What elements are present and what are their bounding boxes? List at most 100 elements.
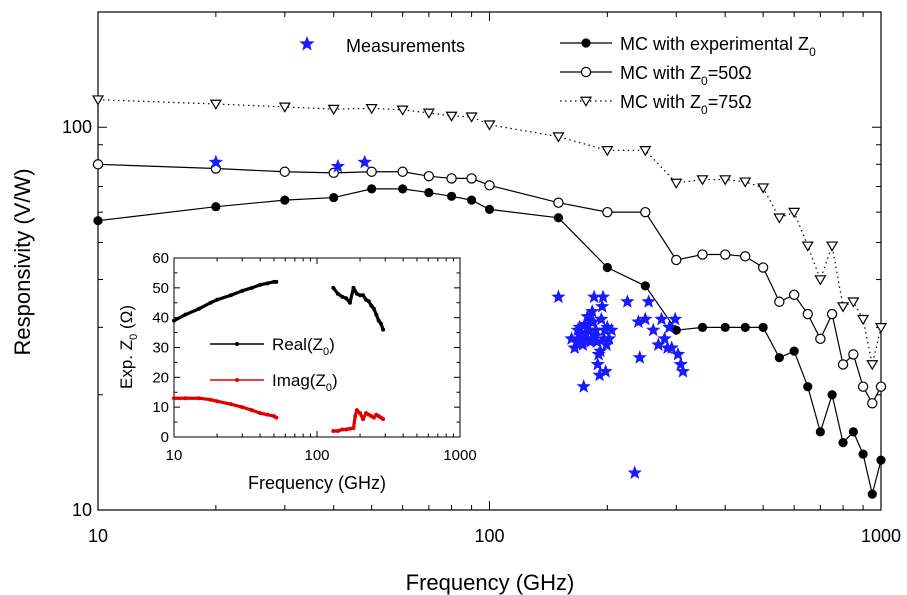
- inset-point-real-z0: [172, 318, 176, 323]
- data-point-mc-with-z0-50: [553, 197, 564, 208]
- y-tick-label: 100: [62, 117, 92, 137]
- data-point-measurements: [595, 299, 610, 313]
- inset-point-real-z0: [274, 279, 279, 284]
- data-point-measurements: [592, 367, 607, 382]
- inset-point-imag-z0: [240, 405, 245, 410]
- inset-point-imag-z0: [371, 415, 376, 420]
- inset-point-imag-z0: [361, 417, 366, 422]
- data-point-mc-with-experimental-z0: [367, 184, 377, 194]
- data-point-mc-with-experimental-z0: [466, 195, 477, 205]
- series-line-mc-with-z0-50: [97, 163, 882, 405]
- data-point-mc-with-z0-50: [875, 381, 887, 392]
- data-point-mc-with-z0-75: [788, 207, 801, 219]
- inset-legend: Real(Z0) Imag(Z0): [210, 335, 338, 394]
- data-point-mc-with-z0-50: [397, 166, 408, 177]
- data-point-mc-with-experimental-z0: [876, 455, 886, 465]
- inset-point-imag-z0: [344, 427, 349, 432]
- data-point-measurements: [627, 465, 642, 479]
- data-point-mc-with-z0-75: [866, 360, 879, 371]
- data-point-measurements: [357, 154, 372, 169]
- inset-y-tick-label: 40: [152, 310, 169, 327]
- data-point-mc-with-z0-50: [788, 289, 800, 300]
- data-point-measurements: [578, 325, 593, 340]
- data-point-mc-with-experimental-z0: [424, 187, 434, 198]
- data-point-mc-with-z0-50: [446, 173, 457, 184]
- legend-marker-experimental: [581, 38, 591, 48]
- inset-point-imag-z0: [208, 397, 213, 402]
- data-point-measurements: [586, 314, 601, 328]
- inset-point-real-z0: [215, 297, 220, 302]
- data-point-mc-with-z0-75: [91, 95, 105, 106]
- data-point-mc-with-z0-50: [815, 333, 826, 345]
- data-point-mc-with-z0-75: [801, 241, 814, 252]
- data-point-mc-with-z0-75: [857, 314, 870, 326]
- data-point-measurements: [590, 356, 605, 371]
- inset-y-tick-label: 50: [152, 280, 169, 297]
- data-point-measurements: [583, 334, 598, 348]
- data-point-mc-with-z0-50: [837, 359, 849, 370]
- data-point-mc-with-z0-50: [466, 173, 477, 184]
- inset-x-tick-label: 10: [166, 447, 183, 464]
- inset-legend-label-imag: Imag(Z0): [272, 371, 338, 394]
- data-point-measurements: [588, 322, 604, 337]
- inset-point-real-z0: [258, 282, 263, 287]
- data-point-mc-with-z0-50: [366, 166, 377, 177]
- data-point-measurements: [657, 331, 672, 345]
- inset-point-imag-z0: [215, 399, 220, 404]
- inset-point-imag-z0: [265, 412, 270, 417]
- data-point-measurements: [604, 322, 619, 337]
- data-point-measurements: [601, 331, 617, 345]
- legend-star-marker: [299, 36, 315, 51]
- data-point-mc-with-z0-75: [874, 323, 888, 334]
- data-point-measurements: [600, 319, 615, 334]
- data-point-mc-with-z0-75: [445, 111, 458, 122]
- inset-point-real-z0: [369, 303, 374, 308]
- inset-y-tick-label: 20: [152, 369, 169, 386]
- legend-label-z75: MC with Z0=75Ω: [620, 92, 752, 117]
- inset-x-tick-label: 100: [304, 447, 329, 464]
- data-point-measurements: [594, 311, 609, 326]
- data-point-measurements: [585, 304, 600, 318]
- data-point-mc-with-z0-50: [867, 398, 878, 409]
- data-point-measurements: [551, 289, 566, 304]
- data-point-mc-with-experimental-z0: [671, 325, 681, 335]
- data-point-mc-with-experimental-z0: [602, 262, 612, 273]
- legend-label-experimental: MC with experimental Z0: [620, 34, 816, 59]
- data-point-mc-with-experimental-z0: [697, 322, 708, 332]
- data-point-mc-with-z0-75: [773, 213, 786, 224]
- data-point-mc-with-z0-50: [640, 206, 651, 218]
- data-point-mc-with-experimental-z0: [553, 213, 564, 223]
- inset-point-imag-z0: [347, 426, 352, 431]
- data-point-mc-with-experimental-z0: [827, 390, 837, 400]
- inset-point-imag-z0: [228, 402, 233, 407]
- series-mc-with-experimental-z0: [93, 184, 886, 499]
- inset-series: [172, 279, 386, 434]
- inset-point-imag-z0: [358, 411, 363, 416]
- data-point-mc-with-z0-75: [422, 108, 435, 119]
- data-point-measurements: [675, 364, 691, 378]
- inset-point-imag-z0: [274, 415, 279, 420]
- inset-point-real-z0: [354, 291, 359, 296]
- data-point-mc-with-z0-50: [740, 251, 751, 262]
- inset-point-real-z0: [376, 318, 381, 323]
- data-point-mc-with-experimental-z0: [740, 322, 750, 332]
- data-point-mc-with-z0-75: [278, 102, 291, 113]
- data-point-mc-with-experimental-z0: [446, 191, 457, 201]
- data-point-measurements: [664, 340, 679, 355]
- inset-point-imag-z0: [381, 417, 386, 422]
- data-point-mc-with-experimental-z0: [758, 322, 768, 332]
- inset-point-real-z0: [208, 300, 213, 305]
- data-point-measurements: [632, 350, 647, 364]
- inset-point-real-z0: [228, 293, 233, 298]
- legend-marker-z75: [579, 96, 593, 107]
- inset-point-imag-z0: [331, 429, 336, 434]
- legend-label-z50: MC with Z0=50Ω: [620, 63, 752, 88]
- data-point-mc-with-experimental-z0: [720, 322, 730, 332]
- data-point-measurements: [330, 158, 346, 173]
- data-point-mc-with-z0-50: [602, 206, 613, 218]
- legend-marker-z50: [580, 66, 592, 78]
- data-point-measurements: [641, 294, 656, 308]
- data-point-mc-with-z0-75: [719, 175, 732, 186]
- inset-point-imag-z0: [351, 426, 356, 431]
- data-point-measurements: [577, 317, 592, 331]
